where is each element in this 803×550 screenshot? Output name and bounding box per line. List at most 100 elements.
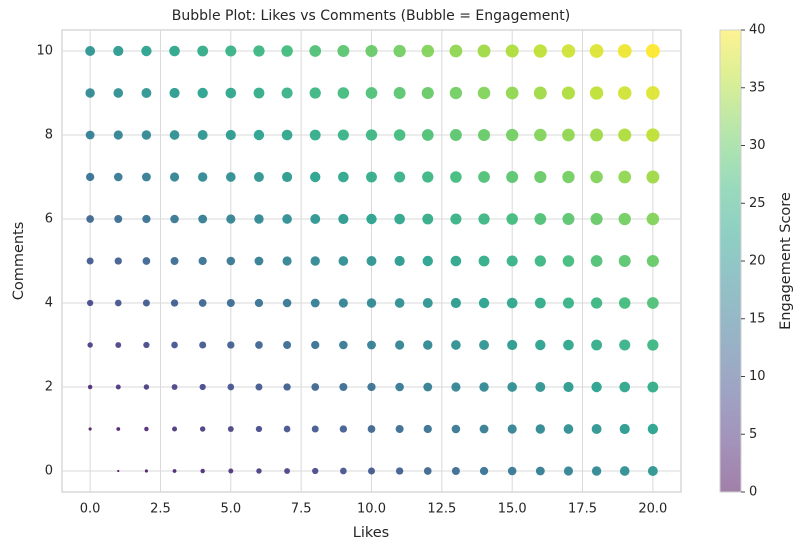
bubble bbox=[144, 469, 148, 473]
bubble bbox=[533, 44, 547, 58]
bubble bbox=[338, 171, 349, 183]
bubble bbox=[506, 213, 518, 225]
colorbar-tick-label: 5 bbox=[749, 427, 757, 442]
bubble bbox=[507, 382, 518, 392]
x-tick-label: 15.0 bbox=[498, 502, 527, 517]
bubble bbox=[619, 423, 630, 435]
bubble bbox=[423, 467, 432, 475]
bubble bbox=[646, 86, 660, 100]
bubble bbox=[85, 172, 95, 182]
bubble bbox=[228, 468, 234, 474]
bubble bbox=[506, 255, 518, 267]
bubble bbox=[618, 170, 632, 184]
x-tick-label: 20.0 bbox=[638, 502, 667, 517]
bubble bbox=[113, 130, 123, 140]
bubble bbox=[366, 213, 377, 225]
bubble bbox=[647, 381, 659, 393]
bubble bbox=[617, 86, 632, 100]
bubble bbox=[646, 254, 659, 268]
bubble bbox=[507, 466, 517, 476]
bubble bbox=[284, 468, 291, 474]
bubble bbox=[199, 383, 206, 391]
bubble bbox=[169, 130, 180, 140]
chart-title: Bubble Plot: Likes vs Comments (Bubble =… bbox=[172, 8, 570, 24]
bubble bbox=[506, 128, 519, 142]
bubble bbox=[114, 257, 122, 265]
bubble bbox=[590, 255, 603, 267]
bubble bbox=[477, 86, 491, 100]
bubble bbox=[281, 129, 293, 141]
bubble bbox=[618, 255, 631, 267]
bubble bbox=[589, 44, 604, 58]
bubble bbox=[646, 128, 660, 142]
bubble bbox=[450, 255, 462, 267]
bubble bbox=[225, 129, 236, 141]
bubble bbox=[450, 213, 462, 225]
bubble bbox=[337, 45, 350, 57]
bubble bbox=[197, 45, 209, 57]
bubble bbox=[282, 256, 292, 266]
bubble bbox=[227, 383, 235, 391]
bubble bbox=[255, 383, 263, 391]
bubble bbox=[505, 86, 519, 100]
bubble bbox=[367, 382, 376, 392]
bubble bbox=[225, 172, 236, 182]
bubble bbox=[141, 88, 152, 98]
bubble bbox=[226, 299, 235, 307]
bubble bbox=[535, 339, 546, 351]
bubble bbox=[451, 424, 461, 434]
bubble bbox=[477, 128, 491, 142]
bubble bbox=[143, 384, 150, 390]
bubble bbox=[422, 298, 433, 308]
bubble bbox=[171, 341, 178, 349]
bubble bbox=[395, 340, 405, 350]
bubble bbox=[479, 466, 489, 476]
bubble bbox=[114, 299, 122, 307]
bubble bbox=[562, 128, 575, 142]
bubble bbox=[450, 171, 462, 183]
bubble bbox=[533, 86, 547, 100]
bubble bbox=[507, 424, 517, 434]
bubble bbox=[395, 467, 404, 475]
y-axis-label: Comments bbox=[11, 222, 27, 301]
bubble bbox=[479, 424, 489, 434]
bubble bbox=[394, 298, 405, 308]
bubble bbox=[534, 255, 546, 267]
bubble bbox=[506, 297, 518, 309]
bubble bbox=[88, 427, 92, 431]
bubble bbox=[197, 87, 208, 99]
bubble bbox=[255, 341, 263, 349]
bubble bbox=[365, 44, 378, 58]
bubble bbox=[337, 87, 350, 99]
bubble bbox=[197, 172, 208, 182]
bubble bbox=[421, 44, 435, 58]
bubble bbox=[254, 214, 264, 224]
bubble bbox=[113, 172, 123, 182]
x-tick-label: 17.5 bbox=[568, 502, 597, 517]
bubble bbox=[115, 342, 122, 348]
bubble bbox=[283, 425, 291, 433]
bubble bbox=[227, 426, 234, 432]
colorbar-label: Engagement Score bbox=[778, 192, 794, 330]
bubble bbox=[395, 425, 404, 433]
bubble bbox=[563, 381, 574, 393]
bubble bbox=[256, 468, 262, 474]
bubble bbox=[309, 45, 322, 57]
bubble bbox=[589, 86, 604, 100]
bubble bbox=[199, 341, 207, 349]
bubble bbox=[645, 44, 660, 58]
colorbar-tick-label: 20 bbox=[749, 254, 766, 269]
bubble bbox=[394, 213, 405, 225]
bubble bbox=[282, 214, 292, 224]
bubble bbox=[449, 86, 463, 100]
bubble bbox=[449, 129, 462, 141]
bubble bbox=[534, 170, 547, 184]
bubble bbox=[143, 341, 150, 349]
x-tick-label: 10.0 bbox=[357, 502, 386, 517]
bubble bbox=[141, 172, 151, 182]
bubble bbox=[563, 466, 574, 476]
bubble bbox=[591, 424, 602, 434]
bubble bbox=[422, 213, 434, 225]
bubble bbox=[646, 212, 660, 226]
bubble bbox=[535, 382, 546, 392]
